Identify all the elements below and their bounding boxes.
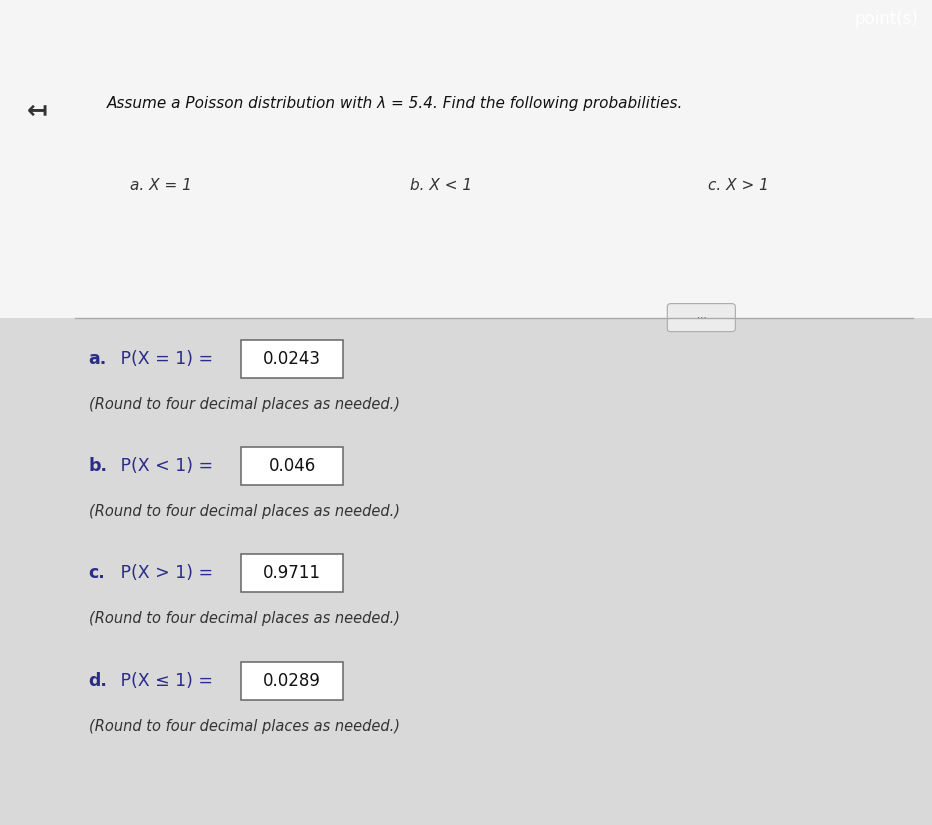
Text: P(X ≤ 1) =: P(X ≤ 1) =	[115, 672, 218, 690]
FancyBboxPatch shape	[241, 447, 343, 485]
FancyBboxPatch shape	[667, 304, 735, 332]
Text: b. X < 1: b. X < 1	[410, 178, 473, 193]
FancyBboxPatch shape	[0, 0, 932, 41]
Text: 0.9711: 0.9711	[263, 564, 322, 582]
Text: 0.0289: 0.0289	[263, 672, 322, 690]
Text: 0.046: 0.046	[268, 457, 316, 475]
Text: a.: a.	[89, 350, 107, 368]
Text: (Round to four decimal places as needed.): (Round to four decimal places as needed.…	[89, 504, 400, 519]
Text: P(X < 1) =: P(X < 1) =	[115, 457, 218, 475]
Text: (Round to four decimal places as needed.): (Round to four decimal places as needed.…	[89, 719, 400, 733]
Text: point(s): point(s)	[854, 10, 918, 27]
Text: b.: b.	[89, 457, 107, 475]
Text: (Round to four decimal places as needed.): (Round to four decimal places as needed.…	[89, 397, 400, 412]
Text: P(X = 1) =: P(X = 1) =	[115, 350, 218, 368]
FancyBboxPatch shape	[241, 340, 343, 378]
Text: P(X > 1) =: P(X > 1) =	[115, 564, 218, 582]
FancyBboxPatch shape	[0, 0, 932, 318]
Text: 0.0243: 0.0243	[263, 350, 322, 368]
Text: (Round to four decimal places as needed.): (Round to four decimal places as needed.…	[89, 611, 400, 626]
Text: c.: c.	[89, 564, 105, 582]
Text: Assume a Poisson distribution with λ = 5.4. Find the following probabilities.: Assume a Poisson distribution with λ = 5…	[107, 96, 683, 111]
Text: a. X = 1: a. X = 1	[130, 178, 192, 193]
FancyBboxPatch shape	[241, 662, 343, 700]
Text: c. X > 1: c. X > 1	[708, 178, 769, 193]
Text: ⋯: ⋯	[696, 313, 706, 323]
FancyBboxPatch shape	[0, 318, 932, 825]
Text: d.: d.	[89, 672, 107, 690]
Text: ↤: ↤	[27, 99, 48, 124]
FancyBboxPatch shape	[241, 554, 343, 592]
